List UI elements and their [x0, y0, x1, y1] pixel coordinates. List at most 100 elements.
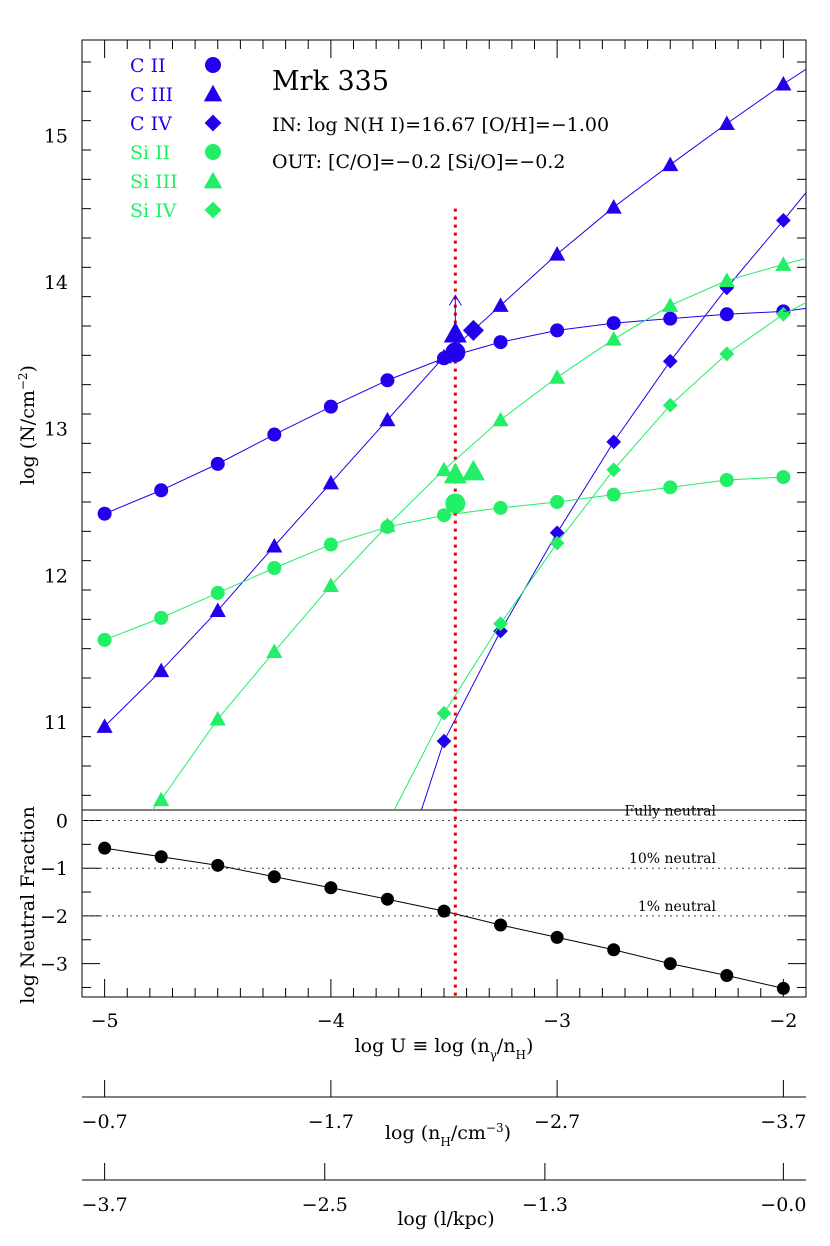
c-ii-point — [606, 316, 621, 331]
c-iv-point — [719, 280, 735, 296]
si-ii-point — [97, 632, 112, 647]
y-tick-label: 13 — [44, 419, 68, 441]
neutral-fraction-point — [154, 850, 168, 864]
si-iv-line — [443, 313, 784, 714]
si-ii-point — [437, 508, 451, 523]
legend-label: C IV — [130, 113, 172, 135]
c-iv-line-extension — [420, 740, 445, 810]
bottom-panel-ticks: 0 −1 −2 −3 −5 −4 −3 −2 — [40, 810, 807, 1032]
x-tick-label: −5 — [91, 1010, 119, 1032]
si-iii-point — [322, 577, 339, 593]
si-ii-point — [210, 585, 225, 600]
legend-label: C II — [130, 55, 166, 77]
c-iii-point — [266, 537, 283, 553]
y-tick-label: 15 — [44, 125, 68, 147]
xlabel-logU: log U ≡ log (nγ/nH) — [355, 1035, 534, 1062]
c-ii-point — [267, 427, 282, 442]
si-iii-point — [549, 369, 566, 384]
top-panel-curves — [96, 68, 806, 810]
neutral-fraction-point — [267, 870, 281, 884]
c-ii-line — [104, 310, 784, 515]
si-iii-point — [209, 711, 226, 726]
si-iii-line — [160, 263, 784, 801]
si-ii-line — [104, 476, 784, 641]
y-tick-label: 12 — [44, 565, 68, 587]
si-iv-point — [719, 346, 735, 362]
c-iii-point — [322, 474, 339, 490]
si-iv-point — [606, 462, 622, 478]
x-tick-label: −4 — [317, 1010, 345, 1032]
observed-si-iii — [443, 462, 467, 484]
si-ii-point — [154, 610, 169, 625]
c-iii-point — [549, 246, 566, 261]
legend-label: C III — [130, 84, 173, 106]
legend-marker-circle — [205, 144, 221, 160]
c-ii-point — [97, 506, 112, 521]
c-iii-point — [718, 115, 735, 131]
si-iii-line-extension — [783, 258, 806, 265]
si-iv-point — [436, 705, 452, 721]
neutral-reference-lines: Fully neutral 10% neutral 1% neutral — [82, 803, 806, 917]
neutral-fraction-point — [607, 943, 621, 957]
nH-axis: −0.7 −1.7 −2.7 −3.7 — [82, 1080, 806, 1133]
neutral-fraction-point — [98, 841, 112, 855]
c-iii-line — [104, 83, 784, 727]
c-iv-point — [549, 525, 565, 541]
neutral-fraction-point — [663, 957, 677, 971]
observed-c-ii — [445, 342, 466, 363]
l-axis: −3.7 −2.5 −1.3 −0.0 — [82, 1163, 806, 1216]
neutral-fraction-point — [550, 930, 564, 944]
secondary-axis-tick-label: −3.7 — [82, 1194, 128, 1216]
legend-marker-triangle — [203, 84, 223, 102]
c-ii-point — [154, 483, 169, 498]
c-iii-point — [605, 199, 622, 214]
reference-line-label: 1% neutral — [638, 899, 717, 915]
legend-marker-diamond — [204, 114, 222, 132]
c-iii-point — [379, 411, 396, 427]
c-iv-point — [606, 434, 622, 450]
c-iii-point — [435, 348, 453, 364]
si-iv-point — [662, 397, 678, 413]
c-ii-point — [323, 399, 338, 414]
c-iii-point — [662, 156, 679, 172]
top-ylabel: log (N/cm−2) — [16, 365, 39, 485]
legend-label: Si IV — [130, 200, 177, 222]
y-tick-label: −2 — [40, 906, 68, 928]
secondary-axis-tick-label: −1.7 — [308, 1111, 354, 1133]
observed-c-iv — [462, 319, 484, 341]
chart-title: Mrk 335 — [272, 66, 389, 97]
secondary-axis-tick-label: −0.0 — [760, 1194, 806, 1216]
si-iii-point — [605, 331, 622, 346]
secondary-axis-tick-label: −0.7 — [82, 1111, 128, 1133]
c-ii-point — [550, 323, 565, 338]
l-axis-label: log (l/kpc) — [397, 1208, 494, 1230]
si-ii-point — [267, 561, 282, 575]
observed-points — [443, 294, 485, 514]
si-iii-point — [435, 461, 453, 477]
si-ii-point — [550, 495, 565, 509]
neutral-fraction-point — [437, 904, 451, 918]
bottom-ylabel: log Neutral Fraction — [17, 806, 39, 1004]
legend-marker-circle — [205, 57, 221, 73]
si-iii-point — [662, 297, 679, 312]
neutral-fraction-point — [776, 981, 790, 995]
legend: C II C III C IV Si II Si III Si IV — [130, 55, 223, 222]
legend-marker-diamond — [204, 201, 222, 219]
c-ii-line-extension — [783, 307, 806, 312]
secondary-axis-tick-label: −1.3 — [522, 1194, 568, 1216]
y-tick-label: 14 — [44, 272, 68, 294]
c-ii-point — [663, 311, 678, 326]
si-iii-point — [492, 411, 509, 427]
si-iii-line-extension — [151, 799, 162, 810]
bottom-panel-curves — [98, 841, 790, 995]
secondary-axis-tick-label: −2.5 — [302, 1194, 348, 1216]
c-iii-point — [153, 662, 170, 678]
c-iii-point — [209, 602, 226, 617]
c-iii-point — [492, 297, 509, 312]
reference-line-label: Fully neutral — [624, 803, 716, 819]
y-tick-label: −1 — [40, 858, 68, 880]
x-tick-label: −2 — [769, 1010, 797, 1032]
c-ii-point — [380, 373, 395, 388]
neutral-fraction-point — [211, 858, 225, 872]
